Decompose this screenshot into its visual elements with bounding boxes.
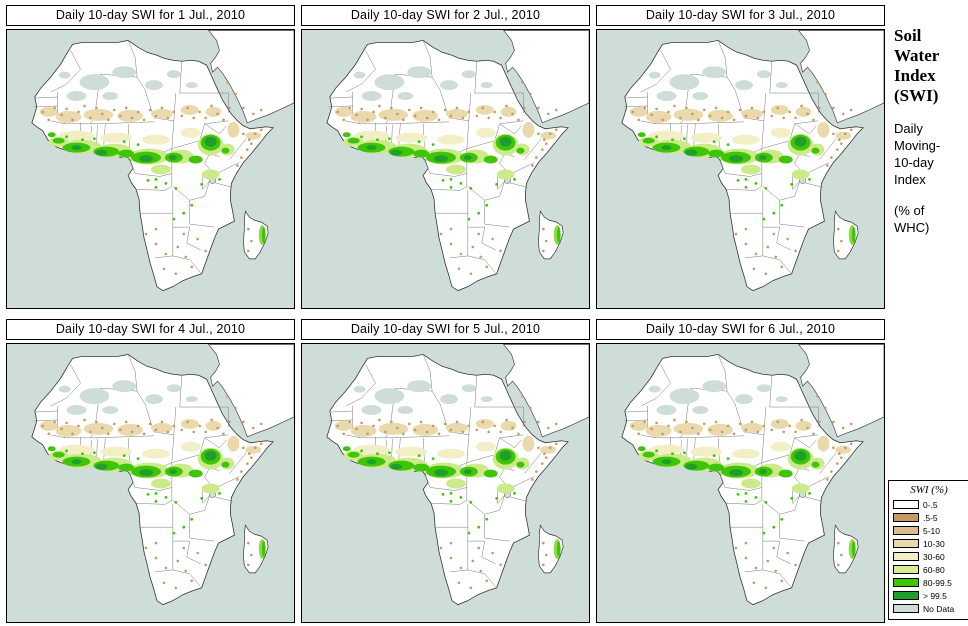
legend-label: No Data — [923, 603, 955, 614]
africa-map-5 — [301, 342, 590, 623]
legend-swatch — [893, 552, 919, 561]
legend-row: 10-30 — [893, 537, 965, 550]
legend-swatch — [893, 578, 919, 587]
africa-map-canvas — [597, 30, 884, 308]
legend-label: > 99.5 — [923, 590, 947, 601]
map-title-4: Daily 10-day SWI for 4 Jul., 2010 — [6, 318, 295, 340]
map-panel-2: Daily 10-day SWI for 2 Jul., 2010 — [301, 5, 590, 313]
africa-map-3 — [596, 29, 885, 309]
sidebar-unit-note: (% of WHC) — [894, 202, 930, 235]
legend-label: 5-10 — [923, 525, 941, 536]
legend-swatch — [893, 513, 919, 522]
map-title-3: Daily 10-day SWI for 3 Jul., 2010 — [596, 5, 885, 26]
legend-row: 60-80 — [893, 563, 965, 576]
legend-label: 30-60 — [923, 551, 945, 562]
map-title-2: Daily 10-day SWI for 2 Jul., 2010 — [301, 5, 590, 26]
legend-label: 10-30 — [923, 538, 945, 549]
map-panel-5: Daily 10-day SWI for 5 Jul., 2010 — [301, 318, 590, 626]
map-panel-6: Daily 10-day SWI for 6 Jul., 2010 — [596, 318, 885, 626]
legend-row: 30-60 — [893, 550, 965, 563]
africa-map-canvas — [7, 30, 294, 308]
sidebar-subheading: Daily Moving- 10-day Index — [894, 121, 941, 187]
legend-swatch — [893, 565, 919, 574]
legend-swatch — [893, 604, 919, 613]
legend-row: 80-99.5 — [893, 576, 965, 589]
legend-swatch — [893, 500, 919, 509]
legend-row: > 99.5 — [893, 589, 965, 602]
legend-label: 60-80 — [923, 564, 945, 575]
africa-map-2 — [301, 29, 590, 309]
map-panel-4: Daily 10-day SWI for 4 Jul., 2010 — [6, 318, 295, 626]
legend-swatch — [893, 591, 919, 600]
legend-label: 80-99.5 — [923, 577, 952, 588]
sidebar: Soil Water Index (SWI) Daily Moving- 10-… — [885, 0, 968, 626]
map-panel-1: Daily 10-day SWI for 1 Jul., 2010 — [6, 5, 295, 313]
map-title-6: Daily 10-day SWI for 6 Jul., 2010 — [596, 318, 885, 340]
map-title-1: Daily 10-day SWI for 1 Jul., 2010 — [6, 5, 295, 26]
map-grid: Daily 10-day SWI for 1 Jul., 2010 Daily … — [6, 5, 885, 626]
africa-map-4 — [6, 342, 295, 623]
africa-map-canvas — [597, 343, 884, 622]
legend-row: No Data — [893, 602, 965, 615]
legend-label: 0-.5 — [923, 499, 938, 510]
legend-row: .5-5 — [893, 511, 965, 524]
legend-swatch — [893, 526, 919, 535]
legend-row: 5-10 — [893, 524, 965, 537]
map-title-5: Daily 10-day SWI for 5 Jul., 2010 — [301, 318, 590, 340]
map-panel-3: Daily 10-day SWI for 3 Jul., 2010 — [596, 5, 885, 313]
sidebar-heading: Soil Water Index (SWI) — [894, 26, 940, 106]
legend-title: SWI (%) — [910, 484, 948, 496]
africa-map-canvas — [7, 343, 294, 622]
africa-map-canvas — [302, 30, 589, 308]
legend-label: .5-5 — [923, 512, 938, 523]
africa-map-canvas — [302, 343, 589, 622]
legend: SWI (%) 0-.5 .5-5 5-10 10-30 30-60 — [888, 480, 968, 620]
legend-row: 0-.5 — [893, 498, 965, 511]
africa-map-1 — [6, 29, 295, 309]
legend-swatch — [893, 539, 919, 548]
africa-map-6 — [596, 342, 885, 623]
